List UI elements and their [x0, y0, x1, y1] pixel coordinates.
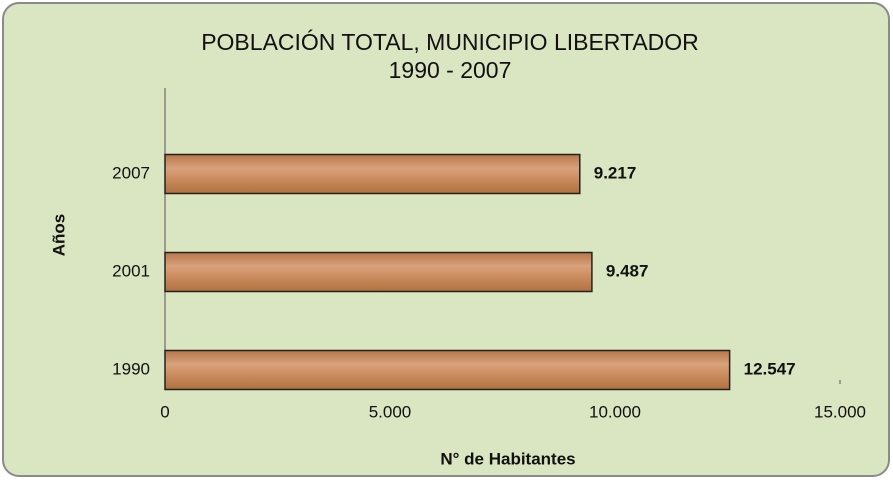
x-tick-label: 5.000: [369, 402, 412, 421]
y-tick-label: 1990: [112, 359, 150, 378]
y-axis-label: Años: [49, 214, 68, 257]
bar: [164, 153, 581, 195]
bar: [164, 349, 731, 391]
y-tick-label: 2007: [112, 163, 150, 182]
chart-subtitle: 1990 - 2007: [389, 57, 512, 83]
x-tick-label: 10.000: [589, 402, 641, 421]
chart-title: POBLACIÓN TOTAL, MUNICIPIO LIBERTADOR: [201, 29, 699, 55]
value-label: 9.487: [606, 261, 649, 280]
value-label: 12.547: [744, 359, 796, 378]
x-axis-label: N° de Habitantes: [440, 449, 575, 468]
bar: [164, 251, 593, 293]
x-tick-label: 15.000: [814, 402, 866, 421]
y-tick-label: 2001: [112, 261, 150, 280]
value-label: 9.217: [594, 163, 637, 182]
x-tick-label: 0: [160, 402, 169, 421]
